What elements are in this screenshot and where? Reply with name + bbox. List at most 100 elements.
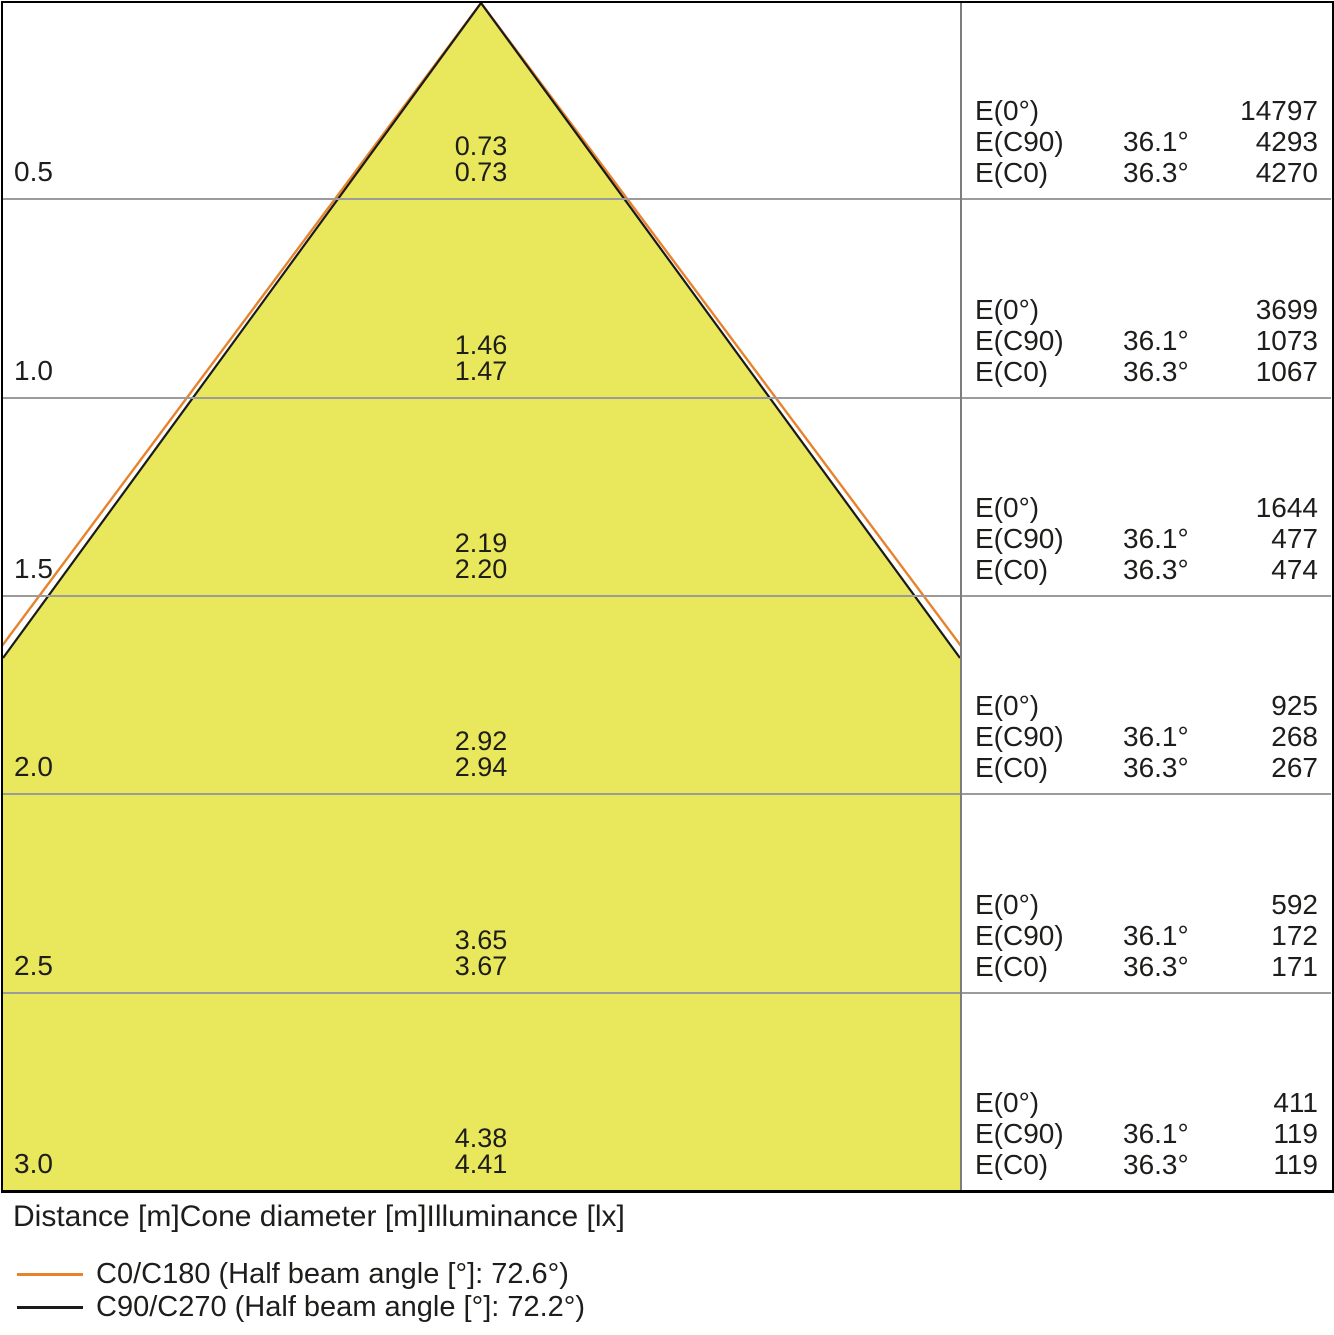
distance-label: 2.5	[14, 950, 53, 981]
cone-diameter-c90: 2.19	[454, 528, 508, 558]
ec90-value: 1073	[1255, 325, 1318, 356]
e0-angle	[1123, 294, 1220, 325]
ec0-row: E(C0) 36.3° 171	[975, 951, 1318, 982]
cone-diameter-c0: 2.94	[454, 752, 508, 782]
gridline-0.5m	[3, 198, 1331, 200]
distance-label: 3.0	[14, 1148, 53, 1179]
ec0-angle: 36.3°	[1123, 356, 1189, 387]
cone-diameter-labels: 3.65 3.67	[381, 927, 581, 981]
ec90-row: E(C90) 36.1° 172	[975, 920, 1318, 951]
gridline-1.0m	[3, 397, 1331, 399]
ec90-row: E(C90) 36.1° 477	[975, 523, 1318, 554]
e0-angle	[1123, 95, 1220, 126]
ec0-row: E(C0) 36.3° 4270	[975, 157, 1318, 188]
legend-item-c0-c180: C0/C180 (Half beam angle [°]: 72.6°)	[0, 1256, 569, 1292]
ec90-angle: 36.1°	[1123, 1118, 1189, 1149]
ec0-label: E(C0)	[975, 157, 1049, 188]
c0-c180-line-swatch	[17, 1272, 83, 1276]
e0-row: E(0°) 14797	[975, 95, 1318, 126]
ec90-value: 119	[1273, 1118, 1318, 1149]
e0-label: E(0°)	[975, 1087, 1040, 1118]
ec90-value: 172	[1271, 920, 1318, 951]
panel-divider	[960, 3, 962, 1190]
c90-c270-beam-line-right	[480, 3, 960, 659]
cone-diameter-c90: 2.92	[454, 726, 508, 756]
ec0-angle: 36.3°	[1123, 752, 1189, 783]
e0-row: E(0°) 3699	[975, 294, 1318, 325]
ec90-row: E(C90) 36.1° 268	[975, 721, 1318, 752]
e0-value: 411	[1273, 1087, 1318, 1118]
illuminance-table: E(0°) 1644 E(C90) 36.1° 477 E(C0) 36.3° …	[975, 492, 1318, 585]
distance-label: 1.0	[14, 355, 53, 386]
ec90-value: 4293	[1255, 126, 1318, 157]
ec90-angle: 36.1°	[1123, 325, 1189, 356]
ec90-value: 268	[1271, 721, 1318, 752]
e0-value: 592	[1271, 889, 1318, 920]
ec0-value: 119	[1273, 1149, 1318, 1180]
ec90-value: 477	[1271, 523, 1318, 554]
c0-c180-beam-line-left	[3, 3, 482, 647]
band-0.5m: 0.5 0.73 0.73 E(0°) 14797 E(C90) 36.1° 4…	[0, 88, 1334, 198]
ec90-label: E(C90)	[975, 126, 1064, 157]
cone-diameter-c0: 0.73	[454, 157, 508, 187]
ec0-angle: 36.3°	[1123, 157, 1189, 188]
e0-angle	[1123, 889, 1220, 920]
gridline-1.5m	[3, 595, 1331, 597]
e0-row: E(0°) 592	[975, 889, 1318, 920]
legend-label-c0-c180: C0/C180 (Half beam angle [°]: 72.6°)	[96, 1257, 569, 1290]
ec0-angle: 36.3°	[1123, 1149, 1189, 1180]
c90-c270-beam-line-left	[3, 3, 482, 659]
cone-diameter-c0: 4.41	[454, 1149, 508, 1179]
ec0-row: E(C0) 36.3° 267	[975, 752, 1318, 783]
ec90-label: E(C90)	[975, 721, 1064, 752]
e0-label: E(0°)	[975, 95, 1040, 126]
e0-angle	[1123, 1087, 1220, 1118]
ec90-angle: 36.1°	[1123, 721, 1189, 752]
ec0-row: E(C0) 36.3° 1067	[975, 356, 1318, 387]
axis-caption: Distance [m]Cone diameter [m]Illuminance…	[13, 1200, 625, 1233]
e0-label: E(0°)	[975, 690, 1040, 721]
ec0-value: 4270	[1255, 157, 1318, 188]
e0-value: 3699	[1255, 294, 1318, 325]
e0-angle	[1123, 492, 1220, 523]
c0-c180-beam-line-right	[480, 3, 960, 647]
ec90-angle: 36.1°	[1123, 920, 1189, 951]
ec0-angle: 36.3°	[1123, 554, 1189, 585]
illuminance-table: E(0°) 3699 E(C90) 36.1° 1073 E(C0) 36.3°…	[975, 294, 1318, 387]
e0-value: 1644	[1255, 492, 1318, 523]
ec0-row: E(C0) 36.3° 119	[975, 1149, 1318, 1180]
ec0-label: E(C0)	[975, 554, 1049, 585]
e0-row: E(0°) 411	[975, 1087, 1318, 1118]
ec90-label: E(C90)	[975, 920, 1064, 951]
ec0-value: 474	[1271, 554, 1318, 585]
cone-diameter-labels: 2.19 2.20	[381, 528, 581, 583]
ec0-label: E(C0)	[975, 1149, 1049, 1180]
illuminance-table: E(0°) 925 E(C90) 36.1° 268 E(C0) 36.3° 2…	[975, 690, 1318, 783]
e0-row: E(0°) 1644	[975, 492, 1318, 523]
ec0-label: E(C0)	[975, 752, 1049, 783]
distance-label: 0.5	[14, 156, 53, 187]
legend-item-c90-c270: C90/C270 (Half beam angle [°]: 72.2°)	[0, 1289, 585, 1325]
ec0-value: 171	[1271, 951, 1318, 982]
cone-diameter-c90: 0.73	[454, 131, 508, 161]
ec0-row: E(C0) 36.3° 474	[975, 554, 1318, 585]
band-1.5m: 1.5 2.19 2.20 E(0°) 1644 E(C90) 36.1° 47…	[0, 485, 1334, 595]
e0-value: 14797	[1240, 95, 1318, 126]
illuminance-table: E(0°) 411 E(C90) 36.1° 119 E(C0) 36.3° 1…	[975, 1087, 1318, 1180]
illuminance-table: E(0°) 14797 E(C90) 36.1° 4293 E(C0) 36.3…	[975, 95, 1318, 188]
cone-diameter-labels: 0.73 0.73	[381, 131, 581, 187]
e0-row: E(0°) 925	[975, 690, 1318, 721]
ec0-value: 267	[1271, 752, 1318, 783]
ec0-label: E(C0)	[975, 356, 1049, 387]
cone-diameter-c0: 3.67	[454, 951, 508, 981]
legend-label-c90-c270: C90/C270 (Half beam angle [°]: 72.2°)	[96, 1290, 586, 1323]
e0-angle	[1123, 690, 1220, 721]
distance-label: 1.5	[14, 553, 53, 584]
ec0-angle: 36.3°	[1123, 951, 1189, 982]
e0-value: 925	[1271, 690, 1318, 721]
e0-label: E(0°)	[975, 889, 1040, 920]
ec90-angle: 36.1°	[1123, 523, 1189, 554]
ec90-label: E(C90)	[975, 325, 1064, 356]
ec0-value: 1067	[1255, 356, 1318, 387]
